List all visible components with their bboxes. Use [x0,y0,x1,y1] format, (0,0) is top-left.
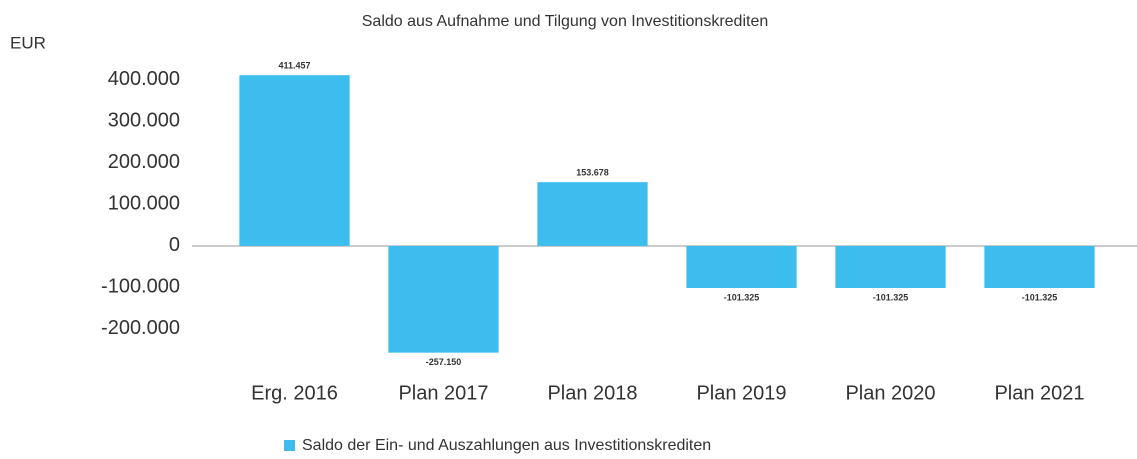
y-tick-label: 200.000 [108,151,180,173]
data-label: -101.325 [1022,292,1058,302]
legend-label: Saldo der Ein- und Auszahlungen aus Inve… [302,437,711,454]
x-tick-label: Plan 2020 [845,382,935,404]
bar [835,245,946,288]
chart-title: Saldo aus Aufnahme und Tilgung von Inves… [362,13,769,30]
bar [537,182,648,246]
data-label: -257.150 [426,357,462,367]
x-tick-label: Plan 2021 [994,382,1084,404]
data-label: -101.325 [873,292,909,302]
y-axis-label: EUR [10,33,46,52]
y-tick-label: 100.000 [108,193,180,215]
y-tick-label: 300.000 [108,110,180,132]
bar [388,245,499,353]
bar [239,75,350,246]
y-tick-label: -200.000 [101,317,180,339]
y-tick-label: -100.000 [101,276,180,298]
data-label: -101.325 [724,292,760,302]
bar [686,245,797,288]
bar [984,245,1095,288]
legend-swatch [284,440,295,451]
data-label: 411.457 [278,61,310,71]
y-tick-label: 400.000 [108,68,180,90]
x-tick-label: Plan 2019 [696,382,786,404]
x-tick-label: Plan 2017 [398,382,488,404]
data-label: 153.678 [576,168,609,178]
x-tick-label: Erg. 2016 [251,382,338,404]
y-tick-label: 0 [169,234,180,256]
x-tick-label: Plan 2018 [547,382,637,404]
